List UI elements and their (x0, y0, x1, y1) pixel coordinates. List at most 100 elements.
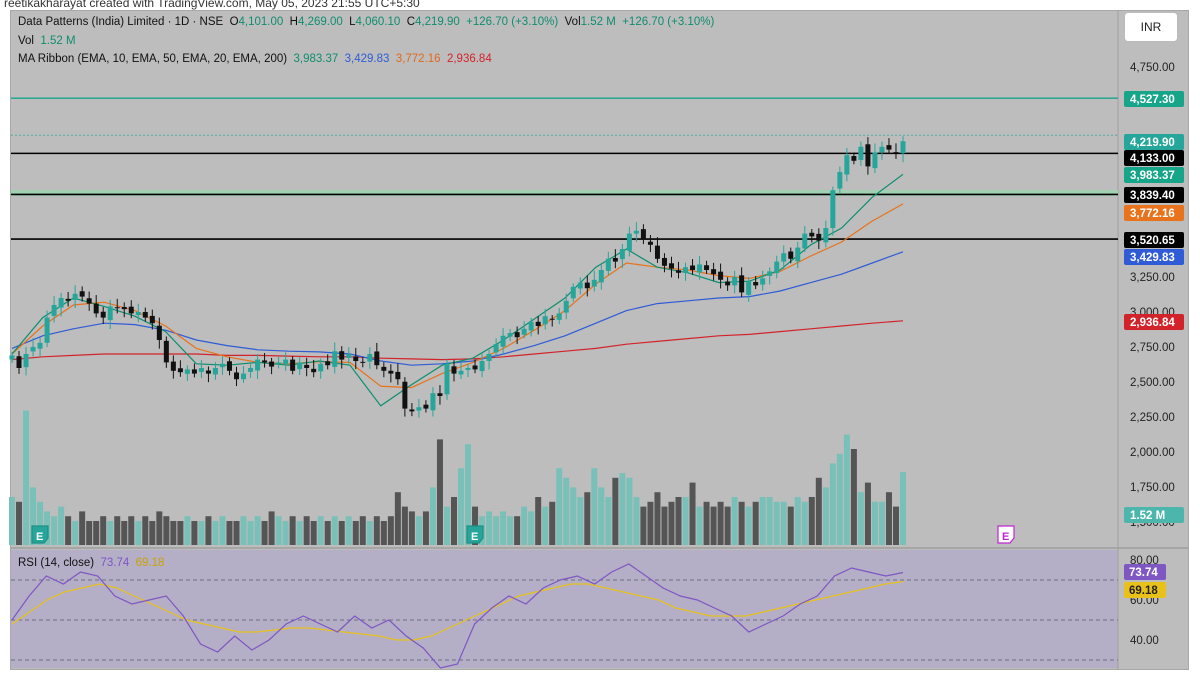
candle-body (760, 278, 766, 285)
low-value: 4,060.10 (355, 16, 401, 28)
volume-bar (633, 497, 640, 545)
volume-bar (857, 492, 864, 545)
candle-body (37, 342, 43, 349)
candle (325, 354, 331, 370)
support-band (11, 190, 1118, 196)
candle-body (753, 282, 759, 286)
volume-bar (289, 516, 296, 545)
candle-body (367, 354, 373, 362)
candle-body (591, 279, 597, 287)
candle (72, 285, 78, 309)
candle (753, 276, 759, 290)
candle (816, 228, 822, 249)
earnings-event-icon[interactable]: E (997, 525, 1015, 544)
candle (900, 136, 906, 163)
volume-bar (247, 521, 254, 545)
vol-value: 1.52 M (580, 16, 616, 28)
candle (640, 224, 646, 245)
candle (255, 354, 261, 379)
earnings-event-icon[interactable]: E (466, 525, 484, 544)
candle (837, 166, 843, 193)
candle-body (704, 265, 710, 270)
volume-bar (710, 506, 717, 545)
candle-body (647, 241, 653, 245)
volume-bar (584, 492, 591, 545)
candle (311, 359, 317, 378)
candle (675, 261, 681, 279)
candle-body (661, 257, 667, 266)
volume-bar (149, 521, 156, 545)
volume-bar (37, 501, 44, 545)
volume-bar (458, 468, 465, 545)
volume-bar (514, 516, 521, 545)
candle (416, 398, 422, 418)
price-tick-label: 2,250.00 (1130, 412, 1175, 424)
candle-body (388, 370, 394, 374)
earnings-event-icon[interactable]: E (31, 525, 49, 544)
candle (149, 309, 155, 330)
candle-body (51, 305, 57, 316)
candle (725, 277, 731, 291)
candle (486, 349, 492, 370)
candle (697, 256, 703, 280)
candle-body (640, 229, 646, 240)
close-value: 4,219.90 (415, 16, 460, 28)
candle-body (725, 281, 731, 286)
rsi-tag-box (1124, 564, 1166, 580)
candle-body (226, 361, 232, 371)
candle-body (332, 351, 338, 367)
price-tag-box (1124, 134, 1184, 150)
candle-body (872, 152, 878, 169)
candle-body (507, 333, 513, 337)
volume-bar (233, 521, 240, 545)
candle-body (493, 344, 499, 353)
volume-bar (135, 521, 142, 545)
candle-body (93, 303, 99, 314)
candle (626, 226, 632, 257)
candle (739, 267, 745, 298)
price-tag-label: 3,429.83 (1130, 252, 1175, 264)
candle-body (472, 365, 478, 370)
candle-body (114, 307, 120, 309)
volume-bar (885, 492, 892, 545)
volume-bar (605, 497, 612, 545)
candle (444, 359, 450, 400)
volume-bar (731, 497, 738, 545)
volume-bar (79, 511, 86, 545)
candle (318, 358, 324, 379)
candle (304, 357, 310, 377)
candle-body (886, 145, 892, 150)
volume-bar (850, 449, 857, 545)
candle-body (816, 233, 822, 241)
candle (241, 366, 247, 383)
candle-body (521, 328, 527, 335)
rsi-value: 73.74 (100, 557, 130, 569)
volume-bar (212, 521, 219, 545)
volume-bar (324, 521, 331, 545)
candle-body (879, 146, 885, 153)
candle (865, 137, 871, 175)
candle-body (325, 361, 331, 366)
candle (248, 364, 254, 378)
candle-body (795, 247, 801, 262)
price-tick-label: 2,500.00 (1130, 377, 1175, 389)
candle-body (809, 232, 815, 237)
candle (654, 237, 660, 263)
candle-body (718, 271, 724, 280)
candle-body (675, 270, 681, 273)
ema10-value: 3,983.37 (293, 53, 339, 65)
candle-body (528, 321, 534, 331)
close-label: C (406, 16, 416, 28)
candle (886, 138, 892, 154)
ema20-line (11, 203, 904, 389)
candle-body (142, 312, 148, 318)
candle-body (514, 332, 520, 338)
candle (788, 247, 794, 264)
earnings-letter: E (471, 531, 478, 543)
candle-body (690, 265, 696, 270)
candle (184, 365, 190, 381)
currency-button[interactable]: INR (1124, 12, 1178, 42)
candle (718, 263, 724, 289)
candle-body (16, 356, 22, 368)
